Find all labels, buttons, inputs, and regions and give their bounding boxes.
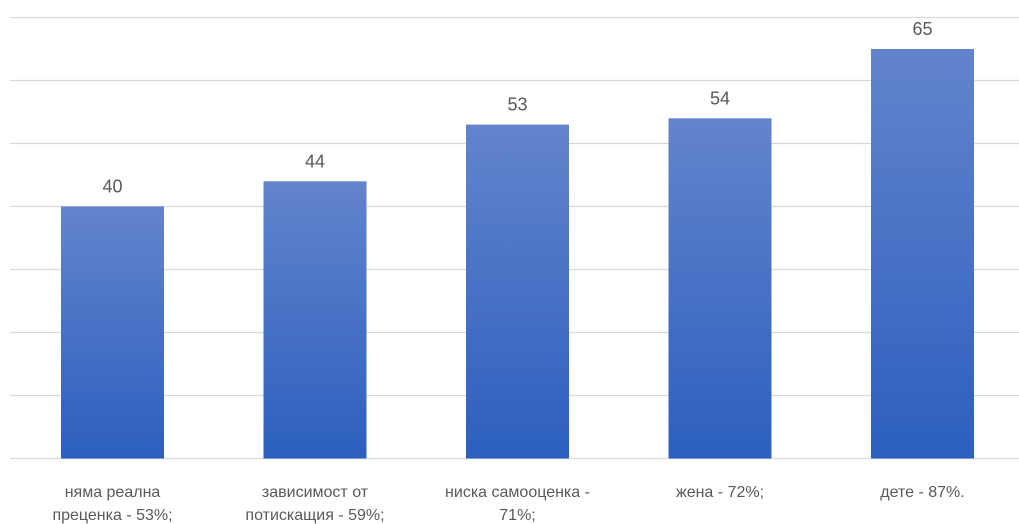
category-label-line: потискащия - 59%; [245,507,384,524]
data-label: 40 [102,177,122,197]
category-label-line: преценка - 53%; [52,507,172,524]
category-label-line: няма реална [65,484,161,501]
bar [871,49,974,459]
bar [668,118,772,459]
bar [61,206,164,459]
data-label: 65 [912,19,932,39]
bar [466,124,569,459]
bars [61,49,974,459]
category-label: дете - 87%. [880,484,964,501]
category-labels: няма реална преценка - 53%; зависимост от п… [52,484,964,524]
category-label: ниска самооценка - 71%; [445,484,590,524]
category-label: зависимост от потискащия - 59%; [245,484,384,524]
data-label: 53 [507,95,527,115]
bar [263,181,367,459]
data-label: 44 [305,151,325,171]
category-label-line: жена - 72%; [676,484,764,501]
data-label: 54 [710,88,730,108]
category-label-line: 71%; [499,507,535,524]
category-label: жена - 72%; [676,484,764,501]
category-label-line: ниска самооценка - [445,484,590,501]
category-label-line: дете - 87%. [880,484,964,501]
category-label-line: зависимост от [262,484,369,501]
category-label: няма реална преценка - 53%; [52,484,172,524]
data-labels: 40 44 53 54 65 [102,19,932,197]
